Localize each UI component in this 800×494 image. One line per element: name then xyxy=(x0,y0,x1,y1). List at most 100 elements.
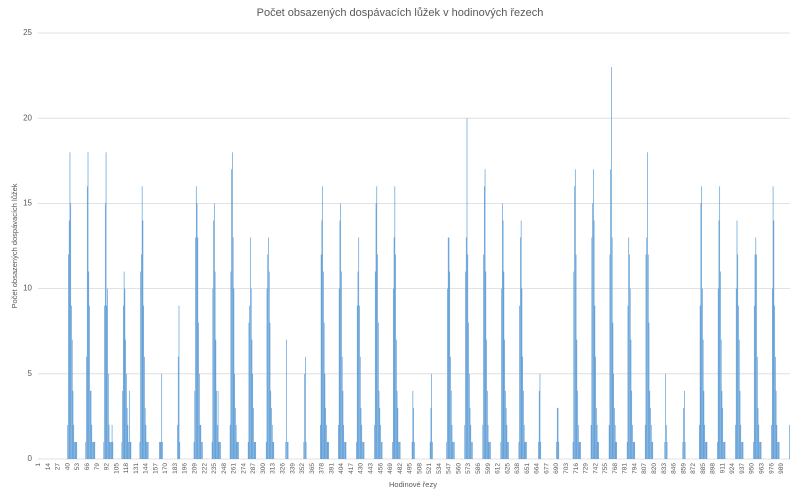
bar xyxy=(339,220,341,459)
bar xyxy=(363,441,365,459)
bar xyxy=(344,441,346,459)
bar xyxy=(105,152,107,459)
bar xyxy=(74,441,76,459)
x-tick-label: 378 xyxy=(319,463,326,474)
bar xyxy=(760,441,762,459)
bar xyxy=(214,271,216,459)
x-tick-label: 300 xyxy=(260,463,267,474)
x-tick-label: 105 xyxy=(113,463,120,474)
bar xyxy=(506,424,508,459)
bar xyxy=(220,441,221,459)
bar xyxy=(616,441,618,459)
bar xyxy=(270,390,272,459)
bar xyxy=(121,441,123,459)
bar xyxy=(452,441,454,459)
bar xyxy=(130,441,132,459)
x-tick-label: 768 xyxy=(612,463,619,474)
bar xyxy=(538,441,539,459)
bar xyxy=(356,441,357,459)
bar xyxy=(266,288,268,459)
bar xyxy=(488,441,490,459)
bar xyxy=(255,441,257,459)
x-tick-label: 482 xyxy=(397,463,404,474)
bar xyxy=(395,339,397,459)
bar xyxy=(705,441,706,459)
bar xyxy=(320,424,321,459)
bar xyxy=(75,441,77,459)
bar xyxy=(737,254,739,459)
bar xyxy=(468,322,469,459)
bar xyxy=(375,203,377,459)
bar xyxy=(704,424,705,459)
x-tick-label: 183 xyxy=(172,463,179,474)
bar xyxy=(699,424,700,459)
bar xyxy=(649,390,651,459)
bar xyxy=(557,407,559,459)
bar xyxy=(464,424,466,459)
bar xyxy=(395,254,396,459)
x-tick-label: 170 xyxy=(162,463,169,474)
bar xyxy=(193,441,195,459)
bar xyxy=(238,441,239,459)
x-tick-label: 469 xyxy=(387,463,394,474)
bar xyxy=(609,254,611,459)
bar xyxy=(650,407,651,459)
bar xyxy=(253,441,255,459)
bar xyxy=(505,390,506,459)
bar xyxy=(107,288,108,459)
bar xyxy=(646,237,648,459)
bar xyxy=(232,152,233,459)
bar xyxy=(340,203,342,459)
bar xyxy=(89,305,90,459)
bar xyxy=(789,424,790,459)
bar xyxy=(179,441,181,459)
bar xyxy=(109,441,111,459)
bar xyxy=(272,441,274,459)
bar xyxy=(631,390,633,459)
bar xyxy=(774,356,776,459)
bar xyxy=(141,254,142,459)
bar xyxy=(392,288,394,459)
bar xyxy=(253,407,254,459)
bar xyxy=(143,305,144,459)
x-tick-label: 560 xyxy=(455,463,462,474)
bar xyxy=(759,441,760,459)
bar xyxy=(486,390,488,459)
bar xyxy=(777,441,778,459)
bar xyxy=(123,305,124,459)
bar xyxy=(265,441,267,459)
bar xyxy=(326,441,328,459)
bar xyxy=(612,322,614,459)
bar xyxy=(450,356,451,459)
bar xyxy=(287,441,289,459)
bar xyxy=(577,390,578,459)
bar xyxy=(236,441,238,459)
bar xyxy=(233,288,235,459)
x-tick-label: 872 xyxy=(690,463,697,474)
bar xyxy=(271,424,273,459)
bar xyxy=(147,441,148,459)
bar xyxy=(627,305,629,459)
x-tick-label: 586 xyxy=(475,463,482,474)
bar xyxy=(362,441,363,459)
bar xyxy=(485,271,487,459)
bar xyxy=(159,441,160,459)
x-tick-label: 534 xyxy=(436,463,443,474)
bar xyxy=(741,441,742,459)
bar xyxy=(683,407,684,459)
bar xyxy=(251,339,253,459)
bar xyxy=(271,407,272,459)
x-tick-label: 859 xyxy=(680,463,687,474)
x-tick-label: 677 xyxy=(543,463,550,474)
bar xyxy=(700,203,702,459)
bar xyxy=(357,271,359,459)
bar xyxy=(778,441,779,459)
bar xyxy=(778,441,780,459)
bar xyxy=(89,390,91,459)
bar xyxy=(124,288,126,459)
bar xyxy=(217,424,218,459)
bar xyxy=(518,441,520,459)
bar xyxy=(129,390,130,459)
bar xyxy=(197,237,199,459)
x-tick-label: 781 xyxy=(622,463,629,474)
